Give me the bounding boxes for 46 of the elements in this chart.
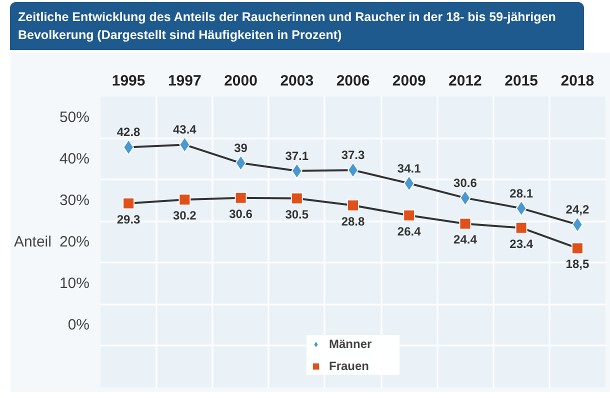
chart-title: Zeitliche Entwicklung des Anteils der Raucherinnen und Raucher in der 18- bis 59-jährigen Bevolkerung (Dargestellt sind Häufigkeiten in Prozent): [10, 2, 584, 50]
x-tick-label: 1995: [112, 72, 146, 90]
point: [459, 218, 472, 230]
y-tick-label: 20%: [59, 234, 90, 250]
x-tick-label: 2018: [560, 72, 594, 90]
y-axis-title: Anteil: [14, 234, 52, 250]
point: [403, 209, 416, 222]
data-label: 43.4: [172, 122, 197, 137]
data-label: 30.6: [229, 206, 253, 221]
data-label: 37.3: [341, 148, 366, 162]
point: [515, 222, 528, 234]
data-label: 26.4: [397, 224, 422, 238]
data-label: 30.2: [172, 208, 197, 223]
x-tick-label: 2000: [224, 72, 258, 90]
point: [347, 199, 359, 212]
y-tick-label: 10%: [59, 275, 90, 292]
x-tick-label: 2009: [392, 72, 426, 90]
point: [234, 192, 247, 204]
data-label: 29.3: [116, 212, 141, 226]
point: [290, 192, 303, 204]
data-label: 30.5: [285, 207, 309, 222]
legend-label: Männer: [329, 337, 373, 351]
data-label: 39: [234, 141, 248, 156]
data-label: 18,5: [566, 257, 590, 272]
point: [178, 194, 191, 206]
data-label: 28.8: [341, 214, 366, 228]
data-label: 30.6: [454, 176, 478, 190]
y-tick-label: 0%: [68, 316, 90, 334]
data-label: 34.1: [397, 161, 422, 176]
point: [122, 197, 135, 210]
x-tick-label: 2015: [504, 72, 538, 90]
x-tick-label: 2006: [336, 72, 370, 90]
x-tick-label: 2012: [448, 72, 482, 90]
point: [571, 242, 584, 254]
data-label: 24.4: [454, 232, 478, 247]
data-label: 42.8: [116, 125, 141, 140]
y-tick-label: 30%: [59, 192, 90, 209]
x-tick-label: 1997: [168, 72, 202, 90]
data-label: 23.4: [510, 236, 534, 251]
y-tick-label: 50%: [59, 108, 90, 126]
data-label: 37.1: [285, 148, 309, 163]
data-label: 24,2: [566, 202, 590, 217]
x-tick-label: 2003: [280, 72, 314, 90]
data-label: 28.1: [510, 186, 534, 200]
legend-label: Frauen: [329, 359, 370, 373]
y-tick-label: 40%: [59, 150, 90, 168]
